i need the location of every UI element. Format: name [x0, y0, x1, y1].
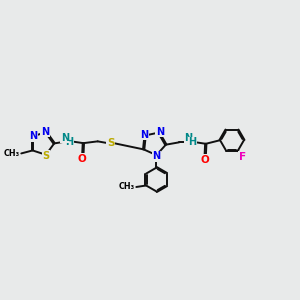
Text: N: N	[29, 131, 37, 141]
Text: S: S	[42, 151, 50, 161]
Text: N: N	[41, 127, 50, 136]
Text: S: S	[107, 138, 115, 148]
Text: N: N	[156, 127, 164, 137]
Text: H: H	[65, 137, 74, 147]
Text: N: N	[152, 151, 160, 161]
Text: N: N	[140, 130, 148, 140]
Text: O: O	[78, 154, 87, 164]
Text: N: N	[61, 133, 69, 143]
Text: O: O	[200, 155, 209, 165]
Text: F: F	[239, 152, 246, 162]
Text: CH₃: CH₃	[119, 182, 135, 191]
Text: CH₃: CH₃	[4, 149, 20, 158]
Text: N: N	[184, 134, 192, 143]
Text: H: H	[189, 137, 197, 147]
